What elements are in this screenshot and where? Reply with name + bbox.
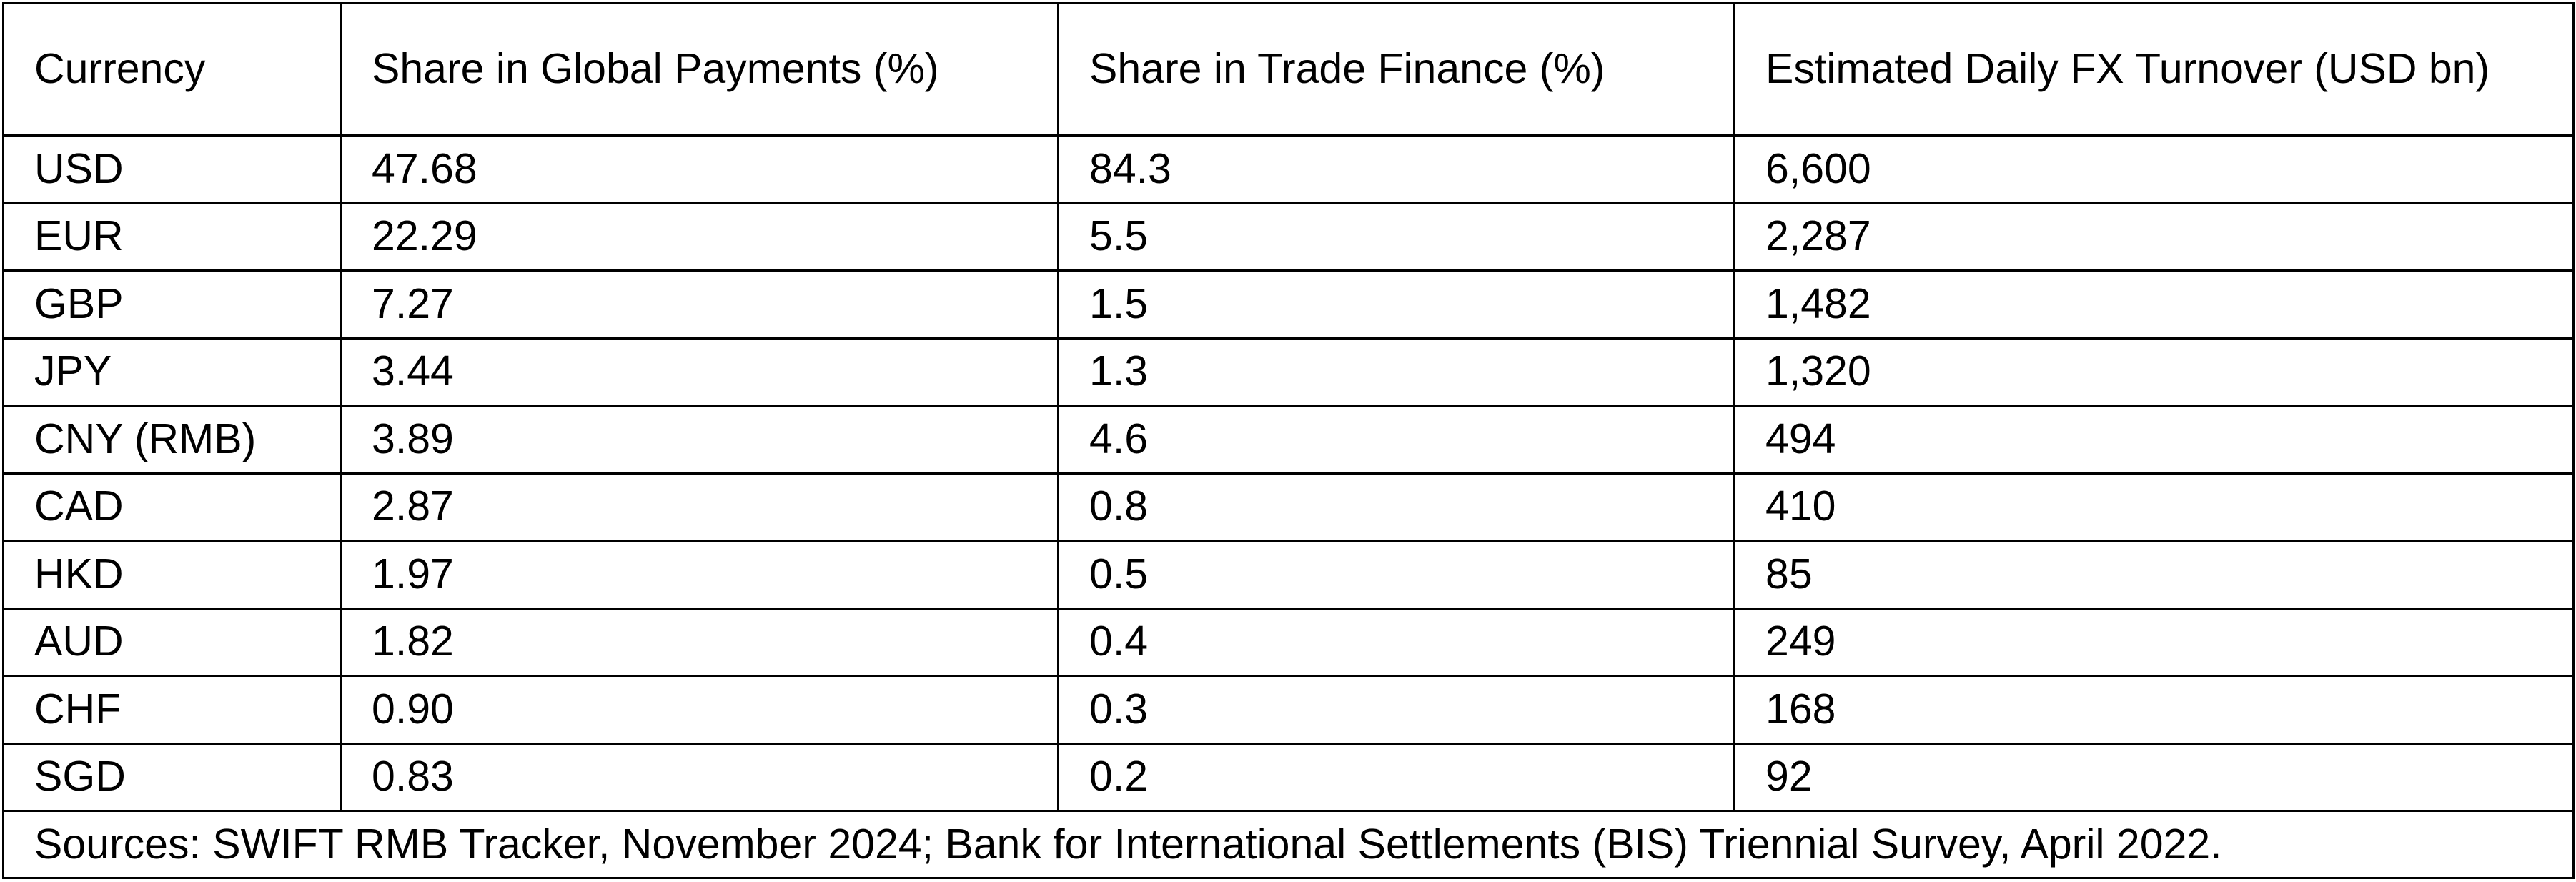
cell-fx-turnover: 168	[1733, 675, 2575, 745]
cell-global-payments: 3.89	[340, 405, 1059, 475]
cell-trade-finance: 1.3	[1057, 337, 1735, 407]
cell-trade-finance: 5.5	[1057, 202, 1735, 272]
table-row: AUD 1.82 0.4 249	[2, 607, 2575, 677]
cell-global-payments: 0.90	[340, 675, 1059, 745]
cell-fx-turnover: 1,320	[1733, 337, 2575, 407]
table-body: USD 47.68 84.3 6,600 EUR 22.29 5.5 2,287…	[2, 134, 2575, 812]
cell-currency: CAD	[2, 472, 342, 542]
cell-currency: HKD	[2, 540, 342, 610]
cell-global-payments: 47.68	[340, 134, 1059, 204]
cell-global-payments: 1.82	[340, 607, 1059, 677]
cell-trade-finance: 0.2	[1057, 742, 1735, 812]
cell-trade-finance: 0.5	[1057, 540, 1735, 610]
cell-trade-finance: 4.6	[1057, 405, 1735, 475]
cell-trade-finance: 0.4	[1057, 607, 1735, 677]
cell-global-payments: 22.29	[340, 202, 1059, 272]
cell-currency: AUD	[2, 607, 342, 677]
cell-fx-turnover: 249	[1733, 607, 2575, 677]
sources-row: Sources: SWIFT RMB Tracker, November 202…	[2, 810, 2575, 879]
cell-global-payments: 7.27	[340, 269, 1059, 340]
cell-currency: SGD	[2, 742, 342, 812]
cell-global-payments: 0.83	[340, 742, 1059, 812]
table-row: CHF 0.90 0.3 168	[2, 675, 2575, 745]
column-header-fx-turnover: Estimated Daily FX Turnover (USD bn)	[1733, 2, 2575, 137]
cell-currency: CHF	[2, 675, 342, 745]
column-header-trade-finance: Share in Trade Finance (%)	[1057, 2, 1735, 137]
cell-trade-finance: 0.3	[1057, 675, 1735, 745]
table-row: CAD 2.87 0.8 410	[2, 472, 2575, 542]
cell-currency: USD	[2, 134, 342, 204]
cell-currency: EUR	[2, 202, 342, 272]
cell-trade-finance: 84.3	[1057, 134, 1735, 204]
cell-fx-turnover: 2,287	[1733, 202, 2575, 272]
cell-currency: JPY	[2, 337, 342, 407]
cell-currency: CNY (RMB)	[2, 405, 342, 475]
cell-fx-turnover: 410	[1733, 472, 2575, 542]
table-row: HKD 1.97 0.5 85	[2, 540, 2575, 610]
table-row: USD 47.68 84.3 6,600	[2, 134, 2575, 204]
cell-fx-turnover: 6,600	[1733, 134, 2575, 204]
column-header-global-payments: Share in Global Payments (%)	[340, 2, 1059, 137]
table-row: EUR 22.29 5.5 2,287	[2, 202, 2575, 272]
cell-fx-turnover: 92	[1733, 742, 2575, 812]
table-row: JPY 3.44 1.3 1,320	[2, 337, 2575, 407]
table-header-row: Currency Share in Global Payments (%) Sh…	[2, 2, 2575, 137]
table-row: SGD 0.83 0.2 92	[2, 742, 2575, 812]
sources-note: Sources: SWIFT RMB Tracker, November 202…	[2, 810, 2575, 879]
cell-fx-turnover: 494	[1733, 405, 2575, 475]
cell-global-payments: 3.44	[340, 337, 1059, 407]
cell-trade-finance: 0.8	[1057, 472, 1735, 542]
table-row: CNY (RMB) 3.89 4.6 494	[2, 405, 2575, 475]
column-header-currency: Currency	[2, 2, 342, 137]
cell-global-payments: 2.87	[340, 472, 1059, 542]
cell-fx-turnover: 85	[1733, 540, 2575, 610]
cell-trade-finance: 1.5	[1057, 269, 1735, 340]
cell-global-payments: 1.97	[340, 540, 1059, 610]
cell-currency: GBP	[2, 269, 342, 340]
table-row: GBP 7.27 1.5 1,482	[2, 269, 2575, 340]
cell-fx-turnover: 1,482	[1733, 269, 2575, 340]
